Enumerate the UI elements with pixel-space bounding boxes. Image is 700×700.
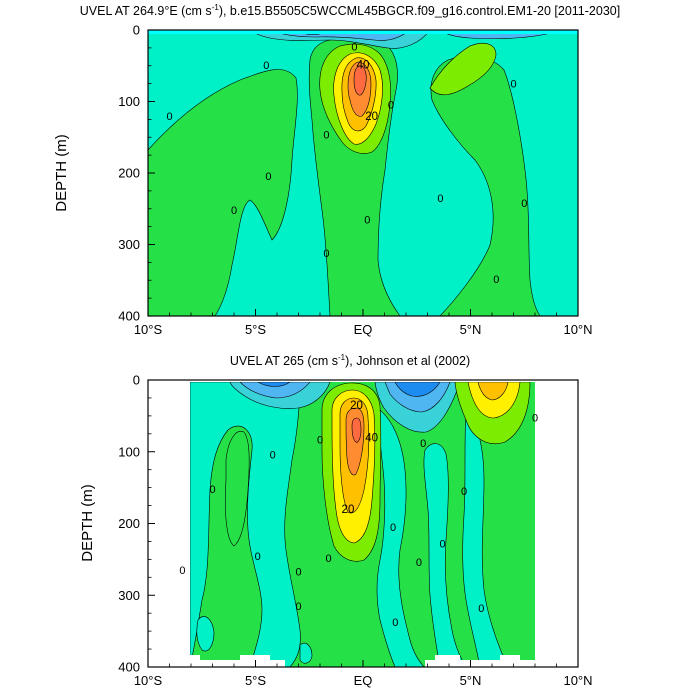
contour-label: 20 [342,504,355,516]
contour-band [353,65,367,96]
contour-label: 0 [179,565,185,577]
contour-band [351,417,362,443]
contour-label: 0 [263,60,269,72]
y-tick-label: 400 [118,660,140,675]
x-tick-label: EQ [354,673,373,688]
y-tick-label: 300 [118,588,140,603]
contour-labels-top: 40 20 0 0 0 0 0 0 0 0 0 0 0 0 0 [166,41,527,285]
x-tick-label: 10°N [563,322,592,337]
x-axis-bottom: 10°S 5°S EQ 5°N 10°N [134,660,593,688]
contour-band [257,382,291,387]
contour-band [299,642,313,664]
x-tick-label: 5°S [245,673,266,688]
x-tick-label: 10°S [134,322,163,337]
y-axis-label-top: DEPTH (m) [53,134,70,212]
contour-band [224,430,250,547]
contour-band [423,443,467,667]
contour-label: 0 [388,99,394,111]
contour-label: 0 [323,248,329,260]
contour-label: 40 [365,432,378,444]
x-tick-label: 5°N [460,673,482,688]
contour-label: 20 [350,400,363,412]
chart-title-bottom: UVEL AT 265 (cm s-1), Johnson et al (200… [229,353,471,369]
y-tick-label: 100 [118,94,140,109]
chart-title-top: UVEL AT 264.9°E (cm s-1), b.e15.B5505C5W… [79,3,621,19]
contour-label: 0 [493,274,499,286]
contour-label: 0 [439,539,445,551]
x-tick-label: 10°S [134,673,163,688]
contour-label: 0 [231,205,237,217]
chart-panel-bottom: UVEL AT 265 (cm s-1), Johnson et al (200… [0,350,700,700]
contour-label: 0 [351,41,357,53]
contour-label: 0 [532,412,538,424]
y-tick-label: 100 [118,444,140,459]
contour-band [148,30,578,34]
contour-label: 20 [365,111,378,123]
contour-label: 0 [416,557,422,569]
contour-label: 0 [510,79,516,91]
x-axis-top: 10°S 5°S EQ 5°N 10°N [134,309,593,337]
y-tick-label: 200 [118,516,140,531]
contour-band [148,69,298,316]
contour-band [429,43,497,96]
contour-band [190,382,301,667]
y-axis-label-bottom: DEPTH (m) [79,484,96,562]
contour-band [196,616,215,652]
missing-data [190,655,285,667]
contour-label: 0 [521,198,527,210]
y-axis-top: 0 100 200 300 400 [118,23,155,324]
contour-label: 0 [166,111,172,123]
y-tick-label: 0 [133,23,140,38]
contour-band [462,409,509,667]
contour-label: 0 [392,617,398,629]
contour-label: 0 [323,129,329,141]
contour-band [239,382,311,399]
contour-label: 0 [255,551,261,563]
x-tick-label: 10°N [563,673,592,688]
contour-label: 0 [437,193,443,205]
y-tick-label: 200 [118,166,140,181]
y-tick-label: 300 [118,237,140,252]
contour-label: 0 [326,553,332,565]
y-tick-label: 0 [133,373,140,388]
missing-data [425,655,535,667]
contour-label: 0 [420,438,426,450]
contour-label: 0 [478,603,484,615]
y-tick-label: 400 [118,309,140,324]
x-tick-label: 5°S [245,322,266,337]
contour-band [394,382,441,397]
contour-label: 0 [295,601,301,613]
contour-label: 0 [295,567,301,579]
contour-label: 40 [357,59,370,71]
contour-label: 0 [364,214,370,226]
contour-label: 0 [270,450,276,462]
contour-label: 0 [317,435,323,447]
contour-band [430,56,541,316]
contour-label: 0 [265,171,271,183]
x-tick-label: 5°N [460,322,482,337]
contour-labels-bottom: 20 40 20 0 0 0 0 0 0 0 0 0 0 0 0 0 0 0 0 [179,400,538,629]
contour-label: 0 [209,484,215,496]
x-tick-label: EQ [354,322,373,337]
contour-label: 0 [390,522,396,534]
chart-panel-top: UVEL AT 264.9°E (cm s-1), b.e15.B5505C5W… [0,0,700,345]
contour-band [477,382,509,401]
y-axis-bottom: 0 100 200 300 400 [118,373,155,675]
contour-label: 0 [461,486,467,498]
